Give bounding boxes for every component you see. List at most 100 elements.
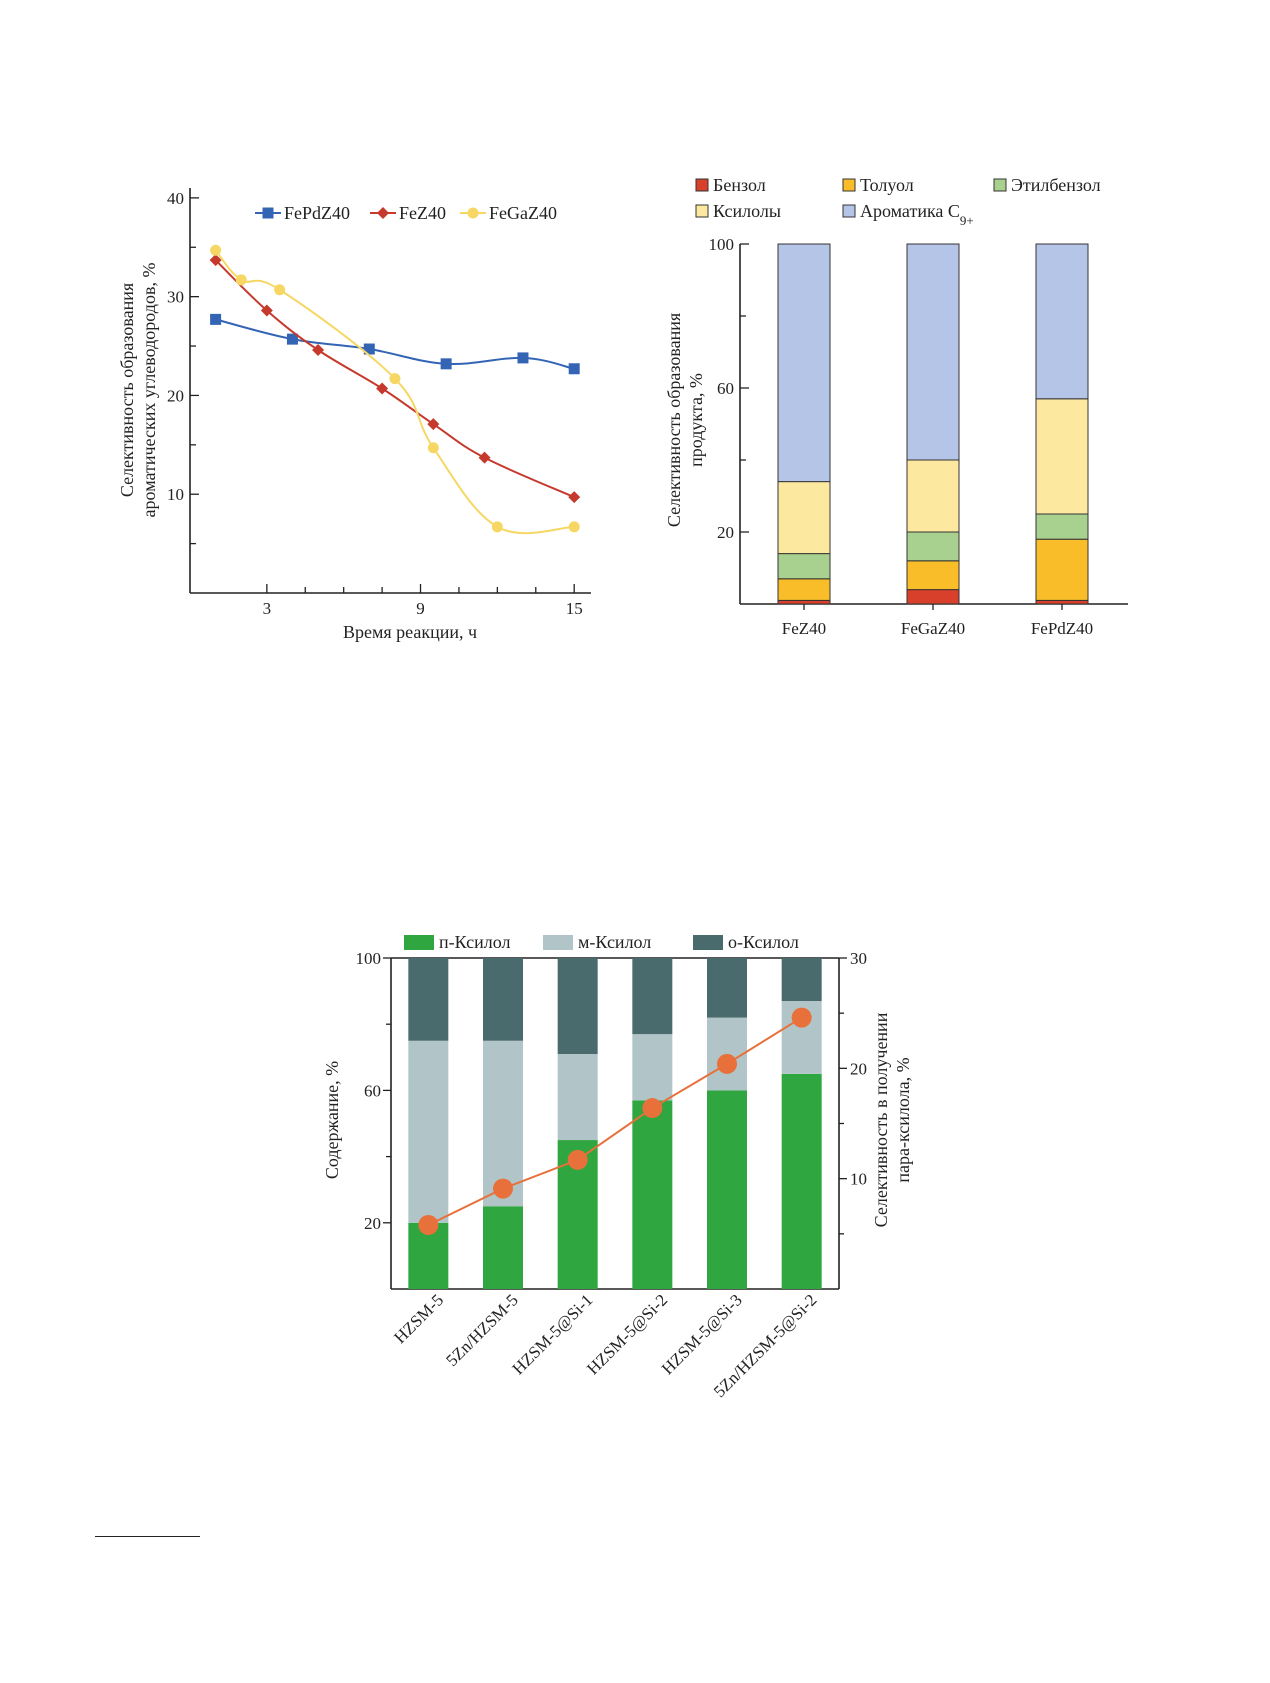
bar-segment-Толуол bbox=[906, 560, 960, 591]
data-point-FePdZ40 bbox=[210, 313, 222, 325]
y-axis-title-line: ароматических углеводородов, % bbox=[139, 263, 159, 518]
legend-marker bbox=[262, 207, 274, 219]
product-selectivity-bar-chart: 20 60 100 FeZ40 FeGaZ40 FePdZ40 Селективность … bbox=[664, 175, 1128, 638]
legend-label: Толуол bbox=[860, 175, 914, 195]
y-tick-label-right: 20 bbox=[850, 1059, 867, 1078]
bar-segment-Ароматика C bbox=[906, 243, 960, 461]
x-tick-label: 9 bbox=[416, 599, 425, 618]
legend-label: Бензол bbox=[713, 175, 766, 195]
y-tick-label: 100 bbox=[709, 235, 735, 254]
legend-swatch bbox=[842, 178, 856, 192]
legend-label: о-Ксилол bbox=[728, 932, 799, 952]
data-point-FePdZ40 bbox=[568, 363, 580, 375]
y-axis-title-left: Содержание, % bbox=[322, 1061, 342, 1179]
y-axis-title: Селективность образования продукта, % bbox=[664, 313, 706, 527]
legend-label: м-Ксилол bbox=[578, 932, 651, 952]
legend-swatch bbox=[695, 178, 709, 192]
y-axis-title-line: продукта, % bbox=[686, 373, 706, 467]
data-point-FeGaZ40 bbox=[568, 521, 580, 533]
para-xylene-selectivity-point bbox=[717, 1053, 737, 1074]
bar-segment-о-Ксилол bbox=[781, 958, 822, 1002]
bar-segment-Этилбензол bbox=[777, 553, 831, 580]
bar-segment-Ксилолы bbox=[1035, 398, 1089, 515]
legend-label: п-Ксилол bbox=[439, 932, 511, 952]
data-point-FeZ40 bbox=[209, 254, 222, 267]
x-axis-title: Время реакции, ч bbox=[343, 622, 477, 642]
bar-segment-о-Ксилол bbox=[707, 958, 747, 1018]
data-point-FeZ40 bbox=[427, 418, 440, 431]
y-tick-label-right: 30 bbox=[850, 949, 867, 968]
y-tick-label: 60 bbox=[717, 379, 734, 398]
y-axis-title-right: Селективность в получении пара-ксилола, % bbox=[871, 1012, 913, 1227]
bar-segment-Этилбензол bbox=[906, 531, 960, 562]
data-point-FePdZ40 bbox=[286, 333, 298, 345]
para-xylene-selectivity-line bbox=[427, 1016, 803, 1226]
data-point-FeGaZ40 bbox=[427, 442, 439, 454]
bar-segment-Ароматика C bbox=[1035, 243, 1089, 400]
legend-label: Этилбензол bbox=[1011, 175, 1101, 195]
para-xylene-selectivity-point bbox=[493, 1178, 513, 1199]
category-label: FePdZ40 bbox=[1031, 619, 1093, 638]
data-point-FeGaZ40 bbox=[389, 373, 401, 385]
data-point-FeGaZ40 bbox=[491, 521, 503, 533]
x-tick-label: 3 bbox=[263, 599, 272, 618]
data-point-FeZ40 bbox=[376, 382, 389, 395]
para-xylene-selectivity-point bbox=[642, 1098, 663, 1119]
y-tick-label-left: 60 bbox=[364, 1081, 381, 1100]
y-axis-title-line: Селективность образования bbox=[664, 313, 684, 527]
y-tick-label: 20 bbox=[167, 386, 184, 405]
data-point-FePdZ40 bbox=[363, 343, 375, 355]
bar-segment-п-Ксилол bbox=[632, 1100, 673, 1289]
data-point-FeGaZ40 bbox=[274, 284, 286, 296]
data-point-FeZ40 bbox=[312, 344, 325, 356]
para-xylene-selectivity-point bbox=[567, 1149, 588, 1170]
y-tick-label-left: 20 bbox=[364, 1214, 381, 1233]
para-xylene-selectivity-point bbox=[791, 1007, 812, 1028]
data-point-FeZ40 bbox=[478, 451, 491, 464]
y-tick-label: 30 bbox=[167, 288, 184, 307]
legend-label: FePdZ40 bbox=[284, 203, 350, 223]
y-tick-label-right: 10 bbox=[850, 1170, 867, 1189]
legend-swatch bbox=[693, 935, 723, 950]
bar-segment-м-Ксилол bbox=[632, 1034, 673, 1101]
legend-label: Ксилолы bbox=[713, 201, 781, 221]
bar-segment-Ароматика C bbox=[777, 243, 831, 483]
bar-segment-п-Ксилол bbox=[781, 1073, 822, 1289]
data-point-FeGaZ40 bbox=[210, 244, 222, 256]
data-point-FeZ40 bbox=[260, 304, 273, 317]
y-tick-label: 10 bbox=[167, 485, 184, 504]
y-axis-title-right-line: Селективность в получении bbox=[871, 1012, 891, 1227]
footnote-separator bbox=[95, 1536, 200, 1537]
legend-label: FeGaZ40 bbox=[489, 203, 557, 223]
bar-segment-м-Ксилол bbox=[557, 1053, 598, 1141]
legend-marker bbox=[377, 207, 389, 219]
data-point-FeZ40 bbox=[568, 491, 581, 504]
bar-segment-Ксилолы bbox=[777, 481, 831, 555]
bar-segment-п-Ксилол bbox=[483, 1206, 523, 1289]
category-label: 5Zn/HZSM-5 bbox=[442, 1290, 522, 1370]
data-point-FePdZ40 bbox=[440, 358, 452, 370]
y-tick-label: 20 bbox=[717, 523, 734, 542]
y-axis-title-right-line: пара-ксилола, % bbox=[893, 1057, 913, 1182]
bar-segment-о-Ксилол bbox=[557, 958, 598, 1054]
y-axis-title-line: Селективность образования bbox=[117, 283, 137, 497]
bar-segment-о-Ксилол bbox=[632, 958, 673, 1035]
category-label: FeGaZ40 bbox=[901, 619, 965, 638]
legend-swatch bbox=[404, 935, 434, 950]
legend-label-sub: 9+ bbox=[960, 213, 974, 228]
bar-segment-п-Ксилол bbox=[707, 1090, 747, 1289]
bar-segment-о-Ксилол bbox=[483, 958, 523, 1041]
para-xylene-selectivity-point bbox=[418, 1215, 439, 1236]
y-tick-label: 40 bbox=[167, 189, 184, 208]
category-label: FeZ40 bbox=[782, 619, 826, 638]
bar-segment-Толуол bbox=[1035, 538, 1089, 601]
x-tick-label: 15 bbox=[566, 599, 583, 618]
legend-swatch bbox=[695, 204, 709, 218]
legend-swatch bbox=[993, 178, 1007, 192]
category-label: HZSM-5 bbox=[390, 1290, 447, 1347]
selectivity-line-chart: 10 20 30 40 3 9 15 Время реакции, ч Селективност… bbox=[117, 188, 591, 642]
bar-segment-Ксилолы bbox=[906, 459, 960, 533]
y-axis-title: Селективность образования ароматических у… bbox=[117, 263, 159, 518]
data-point-FePdZ40 bbox=[517, 352, 529, 364]
